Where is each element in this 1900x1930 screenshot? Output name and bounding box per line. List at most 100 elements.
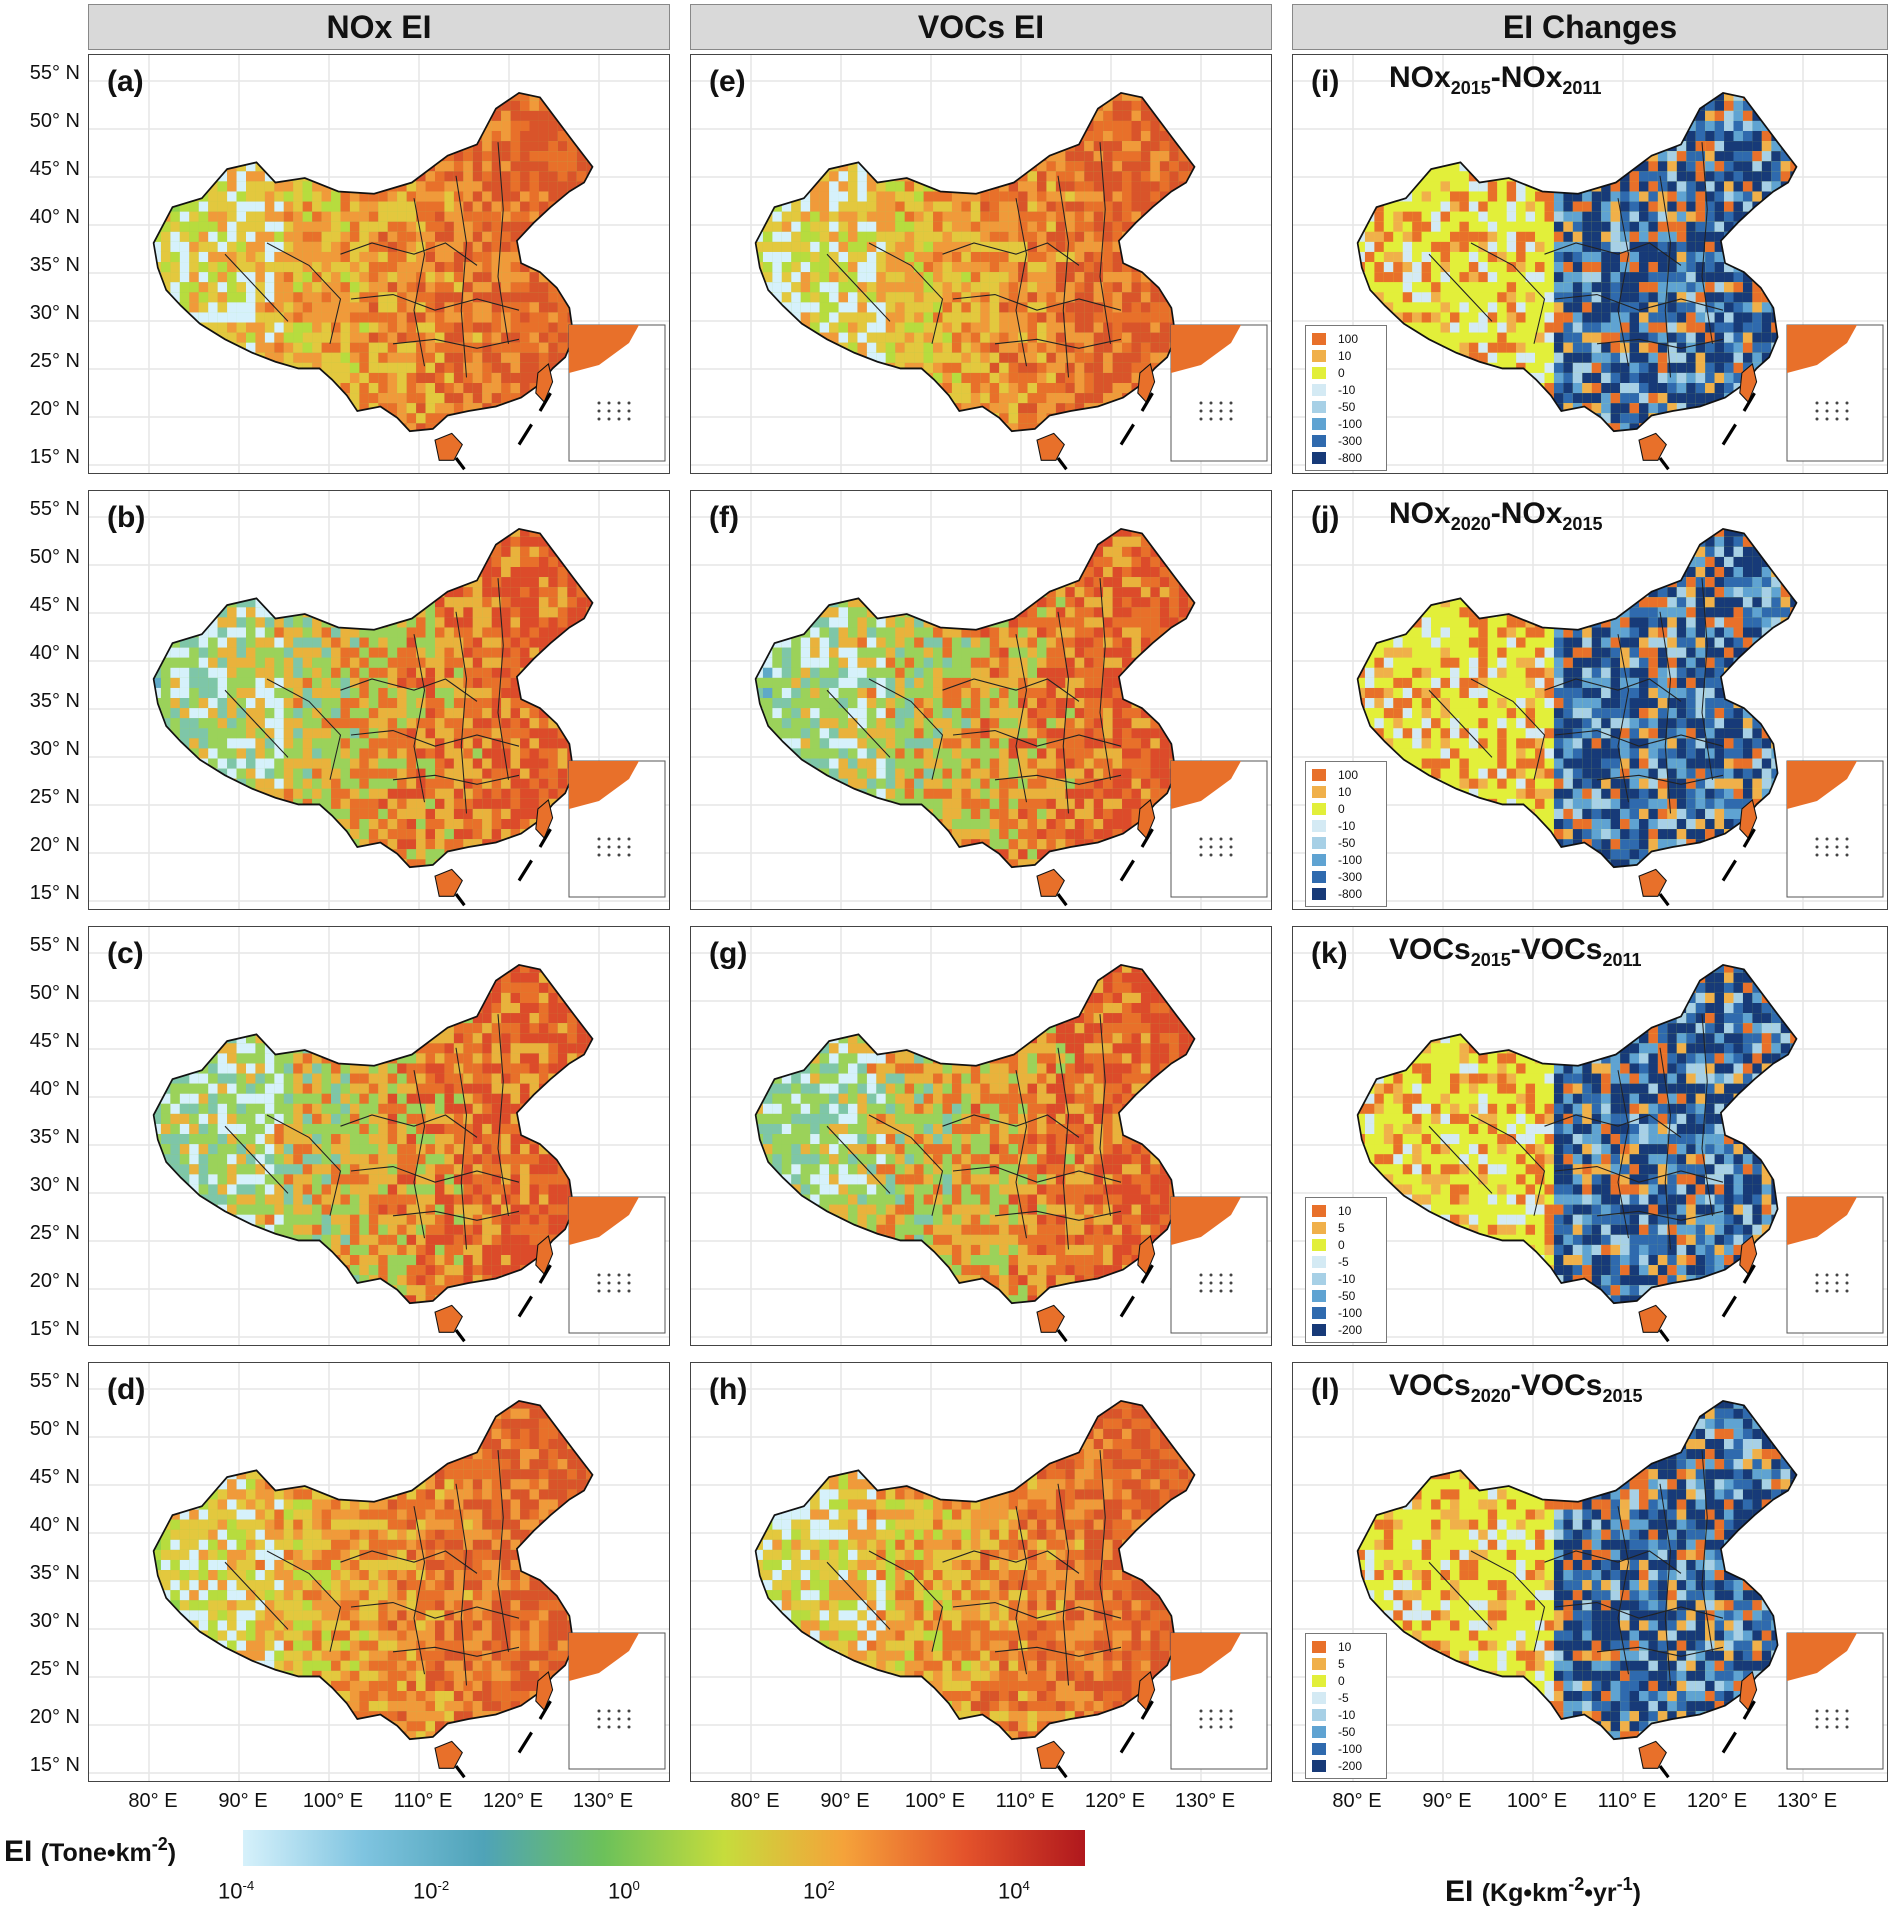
province-border [1099, 142, 1112, 344]
province-border [868, 242, 944, 344]
inset-island [1199, 401, 1203, 405]
inset-island [1835, 1281, 1839, 1285]
province-border [942, 678, 1080, 702]
legend-swatch [1312, 1691, 1326, 1704]
inset-island [1815, 401, 1819, 405]
legend-label: 0 [1338, 802, 1345, 816]
header-changes: EI Changes [1292, 4, 1888, 50]
map-panel-j: (j) NOx2020-NOx2015 100 10 0 -10 -50 -100 -300 -8… [1292, 490, 1888, 910]
inset-coast [569, 325, 639, 373]
legend-item: -300 [1312, 868, 1380, 885]
inset-island [1835, 1717, 1839, 1721]
species-b: NOx [1501, 61, 1563, 94]
taiwan-island [535, 1234, 554, 1276]
species-b: VOCs [1521, 1369, 1603, 1402]
inset-island [1199, 837, 1203, 841]
inset-island [617, 1281, 621, 1285]
inset-island [1825, 1717, 1829, 1721]
legend-swatch [1312, 1272, 1326, 1285]
y-tick-label: 30° N [10, 1610, 80, 1633]
right-unit-exp2: -1 [1617, 1874, 1633, 1894]
x-tick-label: 100° E [288, 1790, 378, 1813]
map-svg [89, 927, 669, 1345]
inset-island [1835, 837, 1839, 841]
province-border [224, 689, 289, 758]
legend-swatch [1312, 768, 1326, 781]
change-legend: 100 10 0 -10 -50 -100 -300 -800 [1305, 761, 1387, 907]
province-border [350, 1601, 520, 1619]
legend-item: -50 [1312, 1287, 1380, 1304]
china-border [754, 91, 1196, 433]
hainan-island [1638, 1740, 1667, 1769]
legend-label: -5 [1338, 1255, 1349, 1269]
taiwan-island [1739, 1670, 1758, 1712]
y-tick-label: 50° N [10, 982, 80, 1005]
legend-label: 0 [1338, 366, 1345, 380]
province-border [994, 774, 1122, 785]
inset-island [1825, 1273, 1829, 1277]
boundary-dash [1658, 1764, 1670, 1779]
inset-island [617, 1725, 621, 1729]
year-a: 2015 [1471, 950, 1511, 970]
province-border [994, 1210, 1122, 1221]
x-tick-label: 80° E [710, 1790, 800, 1813]
panel-tag: (i) [1311, 65, 1339, 99]
province-border [497, 1450, 510, 1652]
province-border [1099, 1450, 1112, 1652]
china-border [754, 527, 1196, 869]
inset-island [1825, 837, 1829, 841]
inset-island [1219, 409, 1223, 413]
hainan-island [434, 1304, 463, 1333]
inset-island [1229, 837, 1233, 841]
province-border [1015, 198, 1028, 367]
province-border [1659, 1047, 1672, 1250]
y-tick-label: 40° N [10, 1078, 80, 1101]
province-border [1544, 1550, 1682, 1574]
legend-label: -200 [1338, 1323, 1362, 1337]
colorbar-title-unit: (Tone•km [41, 1839, 152, 1867]
inset-island [597, 409, 601, 413]
legend-swatch [1312, 1759, 1326, 1772]
inset-island [1835, 417, 1839, 421]
province-border [1659, 175, 1672, 378]
province-border [952, 729, 1122, 747]
species-a: VOCs [1389, 933, 1471, 966]
emission-grid [1357, 964, 1797, 1304]
panel-tag: (b) [107, 501, 145, 535]
legend-item: 10 [1312, 1638, 1380, 1655]
y-tick-label: 15° N [10, 882, 80, 905]
inset-island [607, 1273, 611, 1277]
boundary-dash [1119, 1731, 1135, 1754]
province-border [1015, 634, 1028, 803]
right-unit-mid: •yr [1584, 1879, 1616, 1907]
x-tick-label: 90° E [1402, 1790, 1492, 1813]
legend-swatch [1312, 887, 1326, 900]
inset-island [1209, 1273, 1213, 1277]
x-tick-label: 110° E [980, 1790, 1070, 1813]
y-tick-label: 35° N [10, 1126, 80, 1149]
province-border [413, 198, 426, 367]
colorbar-tick: 102 [803, 1878, 835, 1904]
inset-island [1825, 417, 1829, 421]
legend-swatch [1312, 1674, 1326, 1687]
y-tick-label: 25° N [10, 1658, 80, 1681]
inset-island [597, 1289, 601, 1293]
legend-label: -10 [1338, 819, 1355, 833]
hainan-island [1036, 1740, 1065, 1769]
legend-swatch [1312, 802, 1326, 815]
legend-swatch [1312, 1221, 1326, 1234]
inset-island [1209, 837, 1213, 841]
colorbar-tick: 10-4 [218, 1878, 254, 1904]
inset-coast [1171, 1197, 1241, 1245]
x-tick-label: 110° E [378, 1790, 468, 1813]
inset-coast [1787, 1197, 1857, 1245]
legend-swatch [1312, 1289, 1326, 1302]
inset-island [1199, 853, 1203, 857]
taiwan-island [535, 798, 554, 840]
province-border [868, 1114, 944, 1216]
legend-label: -100 [1338, 1742, 1362, 1756]
panel-tag: (h) [709, 1373, 747, 1407]
boundary-dash [1056, 1764, 1068, 1779]
emission-grid [153, 528, 593, 868]
legend-label: 100 [1338, 332, 1358, 346]
